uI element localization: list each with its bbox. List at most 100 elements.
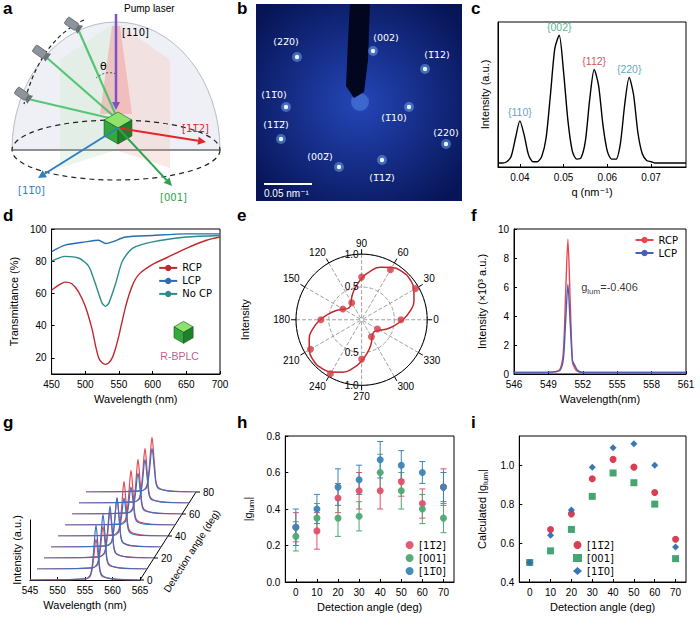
svg-text:20: 20 (332, 587, 344, 598)
svg-text:|: | (242, 497, 254, 500)
svg-text:10: 10 (545, 587, 557, 598)
svg-text:40: 40 (35, 320, 47, 331)
svg-text:[11̅2]: [11̅2] (419, 540, 446, 551)
svg-text:Transmittance (%): Transmittance (%) (8, 257, 20, 346)
svg-text:20: 20 (566, 587, 578, 598)
svg-text:=-0.406: =-0.406 (600, 281, 638, 293)
svg-text:[11̅2]: [11̅2] (587, 540, 614, 551)
svg-text:Intensity (×10³ a.u.): Intensity (×10³ a.u.) (476, 254, 488, 349)
svg-text:20: 20 (161, 553, 173, 564)
svg-text:70: 70 (438, 587, 450, 598)
svg-text:Detection angle (deg): Detection angle (deg) (550, 601, 655, 613)
svg-text:80: 80 (203, 487, 215, 498)
svg-text:0.05: 0.05 (554, 172, 574, 183)
svg-text:Pump laser: Pump laser (124, 3, 175, 14)
svg-text:10: 10 (311, 587, 323, 598)
svg-text:330: 330 (424, 355, 441, 366)
svg-text:(1̅12̅): (1̅12̅) (369, 172, 395, 183)
svg-text:|g: |g (242, 512, 254, 521)
svg-text:50: 50 (396, 587, 408, 598)
svg-text:{110}: {110} (508, 106, 532, 118)
svg-text:0.04: 0.04 (510, 172, 530, 183)
svg-text:[11̅0]: [11̅0] (587, 566, 614, 577)
svg-text:60: 60 (417, 587, 429, 598)
svg-text:561: 561 (678, 379, 695, 390)
svg-text:RCP: RCP (659, 235, 678, 246)
svg-text:(1̅12): (1̅12) (424, 49, 450, 60)
svg-text:[11̅2]: [11̅2] (182, 123, 209, 134)
svg-text:8: 8 (503, 253, 509, 264)
svg-text:0.6: 0.6 (500, 538, 514, 549)
svg-text:60: 60 (189, 509, 201, 520)
svg-text:0: 0 (433, 314, 439, 325)
svg-text:1.0: 1.0 (500, 460, 514, 471)
svg-text:(220): (220) (433, 127, 459, 138)
svg-text:0.8: 0.8 (500, 499, 514, 510)
svg-text:0.4: 0.4 (266, 504, 280, 515)
svg-text:Wavelength(nm): Wavelength(nm) (560, 393, 640, 405)
svg-text:80: 80 (35, 256, 47, 267)
svg-text:(22̅0): (22̅0) (273, 36, 299, 47)
svg-text:θ: θ (100, 60, 107, 73)
svg-text:Intensity (a.u.): Intensity (a.u.) (11, 515, 23, 585)
svg-text:100: 100 (30, 224, 47, 235)
svg-text:{220}: {220} (617, 63, 642, 75)
svg-text:555: 555 (77, 585, 94, 596)
svg-text:{002}: {002} (547, 21, 572, 33)
svg-text:552: 552 (574, 379, 591, 390)
svg-text:Detection angle (deg): Detection angle (deg) (161, 508, 222, 595)
svg-text:0.6: 0.6 (266, 467, 280, 478)
svg-text:650: 650 (178, 379, 195, 390)
svg-text:[11̅0]: [11̅0] (18, 185, 45, 196)
svg-text:0.06: 0.06 (598, 172, 618, 183)
svg-text:Calculated |g: Calculated |g (476, 485, 488, 549)
svg-text:180: 180 (273, 314, 290, 325)
svg-text:No CP: No CP (182, 288, 212, 299)
svg-text:450: 450 (43, 379, 60, 390)
svg-text:545: 545 (22, 585, 39, 596)
svg-text:[001]: [001] (160, 192, 187, 203)
svg-text:300: 300 (397, 381, 414, 392)
svg-text:Detection angle (deg): Detection angle (deg) (317, 601, 422, 613)
svg-text:LCP: LCP (182, 275, 201, 286)
svg-text:0.05 nm⁻¹: 0.05 nm⁻¹ (264, 188, 309, 199)
svg-text:[001]: [001] (419, 553, 446, 564)
svg-text:{112}: {112} (582, 55, 606, 67)
svg-text:10: 10 (498, 224, 510, 235)
svg-text:40: 40 (175, 531, 187, 542)
svg-text:0: 0 (527, 587, 533, 598)
svg-text:555: 555 (609, 379, 626, 390)
svg-text:600: 600 (144, 379, 161, 390)
svg-text:550: 550 (49, 585, 66, 596)
svg-text:[110]: [110] (122, 27, 149, 38)
svg-text:R-BPLC: R-BPLC (160, 350, 199, 362)
svg-text:2: 2 (503, 340, 509, 351)
svg-text:6: 6 (503, 282, 509, 293)
svg-text:LCP: LCP (659, 248, 678, 259)
svg-text:70: 70 (670, 587, 682, 598)
svg-text:(1̅10): (1̅10) (381, 112, 407, 123)
svg-text:lum: lum (247, 499, 256, 512)
svg-text:40: 40 (608, 587, 620, 598)
svg-text:lum: lum (481, 472, 490, 485)
svg-text:30: 30 (424, 273, 436, 284)
svg-text:700: 700 (212, 379, 229, 390)
svg-text:(11̅0): (11̅0) (261, 89, 287, 100)
svg-text:0.07: 0.07 (641, 172, 661, 183)
svg-text:549: 549 (540, 379, 557, 390)
svg-text:|: | (476, 469, 488, 472)
svg-text:150: 150 (283, 273, 300, 284)
svg-text:1.0: 1.0 (345, 380, 359, 391)
svg-text:0.0: 0.0 (266, 577, 280, 588)
svg-text:40: 40 (375, 587, 387, 598)
svg-text:0: 0 (293, 587, 299, 598)
svg-text:0.2: 0.2 (266, 540, 280, 551)
svg-text:Wavelength (nm): Wavelength (nm) (94, 393, 177, 405)
svg-text:560: 560 (104, 585, 121, 596)
svg-text:q (nm⁻¹): q (nm⁻¹) (571, 186, 612, 198)
svg-text:0.8: 0.8 (266, 431, 280, 442)
svg-text:500: 500 (77, 379, 94, 390)
svg-text:565: 565 (132, 585, 149, 596)
svg-text:90: 90 (356, 238, 368, 249)
svg-text:60: 60 (649, 587, 661, 598)
